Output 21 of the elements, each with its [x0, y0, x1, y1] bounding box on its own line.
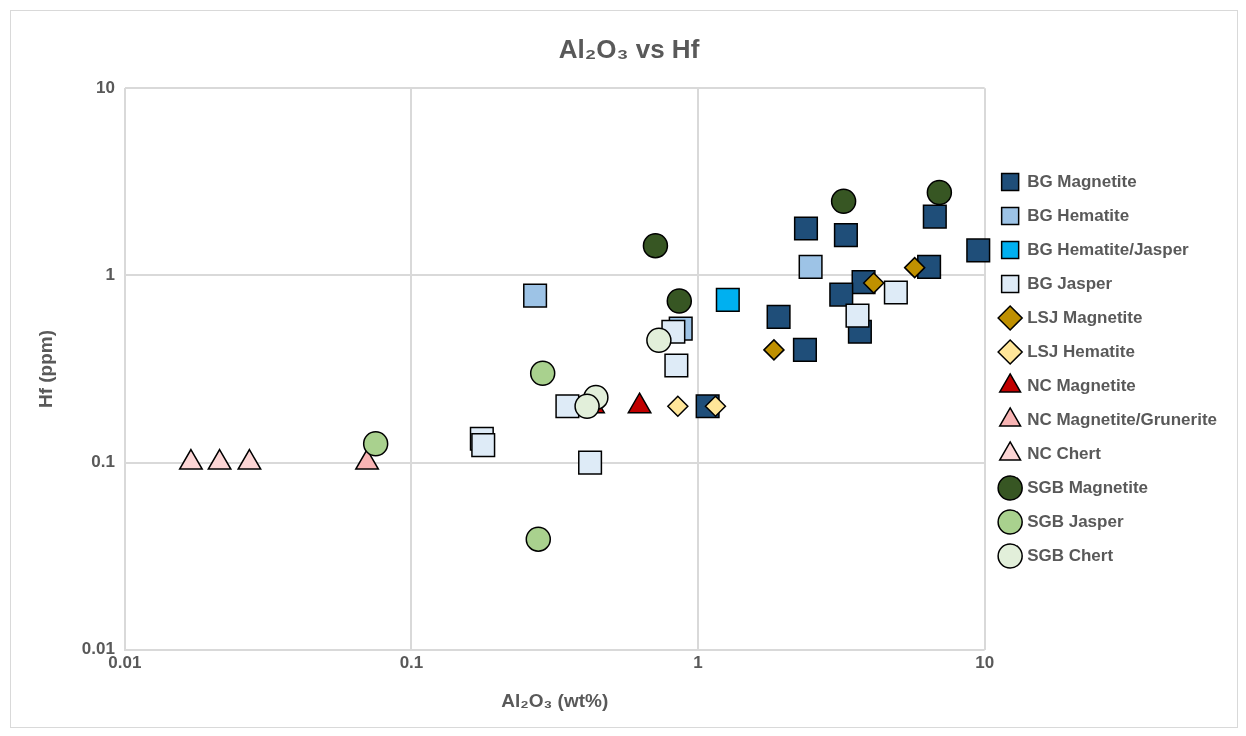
x-tick-label: 1: [693, 652, 703, 672]
legend-label: NC Chert: [1027, 443, 1102, 463]
x-axis-title: Al₂O₃ (wt%): [501, 689, 609, 711]
legend-label: BG Hematite/Jasper: [1027, 239, 1190, 259]
legend-label: SGB Magnetite: [1027, 477, 1149, 497]
y-tick-label: 0.1: [91, 452, 115, 472]
y-tick-label: 1: [105, 265, 115, 285]
legend-label: SGB Jasper: [1027, 511, 1124, 531]
legend-label: LSJ Magnetite: [1027, 307, 1143, 327]
y-axis-title: Hf (ppm): [34, 329, 56, 409]
legend-label: BG Magnetite: [1027, 171, 1137, 191]
x-tick-label: 0.1: [399, 652, 424, 672]
legend-label: LSJ Hematite: [1027, 341, 1135, 361]
legend-label: BG Jasper: [1027, 273, 1113, 293]
x-tick-label: 10: [975, 652, 995, 672]
legend-label: NC Magnetite/Grunerite: [1027, 409, 1217, 429]
y-tick-label: 10: [95, 77, 115, 97]
legend-label: SGB Chert: [1027, 545, 1114, 565]
chart-title: Al₂O₃ vs Hf: [558, 33, 700, 64]
legend-label: NC Magnetite: [1027, 375, 1136, 395]
legend-label: BG Hematite: [1027, 205, 1130, 225]
